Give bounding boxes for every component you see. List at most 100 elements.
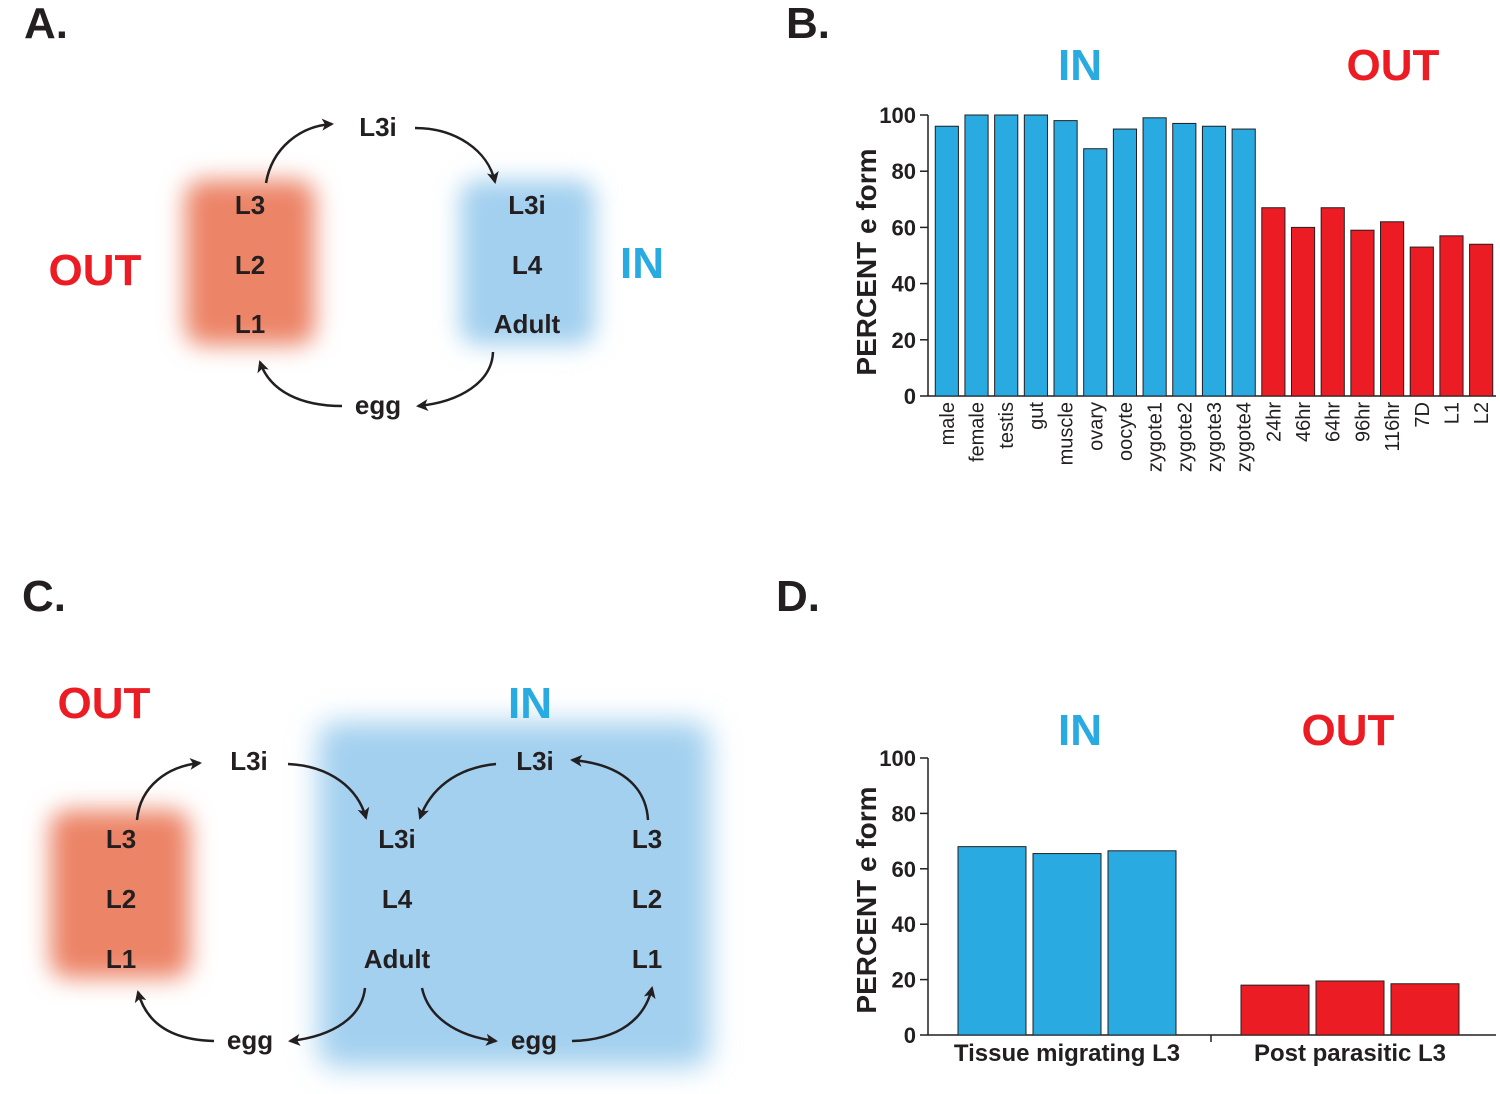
c-out-stage-l1: L1 <box>106 944 136 974</box>
chart-b-category-label: zygote4 <box>1234 402 1256 472</box>
c-arrow-l3-right-to-l3i <box>570 754 650 821</box>
chart-d-ylabel: PERCENT e form <box>851 786 882 1013</box>
chart-d-ytick-label: 80 <box>892 801 916 826</box>
chart-b-in-label: IN <box>1058 41 1102 90</box>
c-out-stage-l3: L3 <box>106 824 136 854</box>
in-stage-l4: L4 <box>512 250 543 280</box>
c-in-stage-l4: L4 <box>382 884 413 914</box>
panel-a-diagram: OUT IN L3i egg L3 L2 L1 L3i L4 Adult <box>49 112 664 420</box>
in-stage-l3i: L3i <box>508 190 546 220</box>
out-label-c: OUT <box>58 679 151 728</box>
c-arrow-adult-to-egg-right <box>420 987 498 1046</box>
chart-b-bar <box>1261 207 1286 397</box>
chart-b-category-label: 96hr <box>1352 402 1374 442</box>
arrow-l3-to-l3i <box>264 118 334 184</box>
in-stage-adult: Adult <box>494 309 561 339</box>
chart-b-category-label: male <box>937 402 959 445</box>
chart-b-category-label: 7D <box>1412 402 1434 428</box>
chart-d-bar <box>957 846 1027 1036</box>
chart-b-bar <box>994 114 1019 397</box>
chart-b-category-label: zygote2 <box>1174 402 1196 472</box>
chart-b-ylabel: PERCENT e form <box>851 148 882 375</box>
chart-b-bar <box>964 114 989 397</box>
l3i-top-right: L3i <box>516 746 554 776</box>
chart-d-category-label: Post parasitic L3 <box>1254 1040 1446 1067</box>
chart-b-category-label: ovary <box>1085 402 1107 451</box>
panel-c-diagram: OUT IN L3i L3i L3 L2 L1 L3i L4 Adult L3 … <box>50 679 710 1067</box>
chart-b-ytick-label: 80 <box>892 159 916 184</box>
chart-b-bar <box>1439 235 1464 397</box>
out-stage-l2: L2 <box>235 250 265 280</box>
chart-d-bar <box>1315 980 1385 1036</box>
out-stage-l1: L1 <box>235 309 265 339</box>
chart-d-bar <box>1240 984 1310 1036</box>
l3i-top-label: L3i <box>359 112 397 142</box>
chart-b-bar <box>1290 226 1316 397</box>
chart-b-bar <box>1350 229 1375 397</box>
chart-b-category-label: muscle <box>1056 402 1078 465</box>
chart-b-category-label: oocyte <box>1115 402 1137 461</box>
chart-b-ytick-label: 0 <box>904 384 916 409</box>
panel-b-chart: IN OUT PERCENT e form 0 20 40 60 80 100 male fe… <box>851 41 1496 472</box>
chart-b-ytick-label: 40 <box>892 272 916 297</box>
panel-letter-d: D. <box>776 572 820 621</box>
chart-b-bar <box>934 125 959 397</box>
chart-b-category-label: L1 <box>1441 402 1463 424</box>
c-right-stage-l1: L1 <box>632 944 662 974</box>
chart-d-category-label: Tissue migrating L3 <box>954 1040 1180 1067</box>
l3i-top-left: L3i <box>230 746 268 776</box>
chart-b-bar <box>1023 114 1048 397</box>
chart-b-bar <box>1112 128 1138 397</box>
out-glow-box <box>185 180 315 345</box>
chart-d-ytick-label: 60 <box>892 857 916 882</box>
c-arrow-egg-left-to-l1 <box>134 990 215 1043</box>
chart-b-category-label: gut <box>1026 402 1048 430</box>
c-arrow-l3i-to-host <box>287 762 370 820</box>
chart-b-bar <box>1172 122 1197 397</box>
chart-d-ytick-label: 0 <box>904 1023 916 1048</box>
egg-label: egg <box>355 390 401 420</box>
chart-b-bar <box>1380 221 1405 397</box>
chart-b-bar <box>1083 148 1108 397</box>
chart-b-category-label: zygote1 <box>1145 402 1167 472</box>
chart-d-in-label: IN <box>1058 706 1102 755</box>
in-label-c: IN <box>508 679 552 728</box>
in-glow-box <box>460 180 595 345</box>
chart-d-ytick-label: 40 <box>892 912 916 937</box>
chart-b-category-label: L2 <box>1471 402 1493 424</box>
in-glow-box-large <box>318 722 710 1067</box>
panel-d-chart: IN OUT PERCENT e form 0 20 40 60 80 100 Tissue… <box>851 706 1496 1067</box>
chart-b-category-label: 64hr <box>1323 402 1345 442</box>
in-label: IN <box>620 239 664 288</box>
egg-left: egg <box>227 1025 273 1055</box>
c-arrow-egg-right-to-l1 <box>571 986 656 1043</box>
chart-b-category-label: 116hr <box>1382 402 1404 452</box>
chart-b-bar <box>1053 120 1078 397</box>
chart-b-ytick-label: 60 <box>892 215 916 240</box>
c-right-stage-l2: L2 <box>632 884 662 914</box>
chart-d-out-label: OUT <box>1302 706 1395 755</box>
chart-d-bar <box>1032 853 1102 1036</box>
c-in-stage-l3i: L3i <box>378 824 416 854</box>
chart-d-bar <box>1390 983 1460 1036</box>
chart-d-ytick-label: 100 <box>879 746 916 771</box>
chart-b-bar <box>1231 128 1256 397</box>
chart-d-bar <box>1107 850 1177 1036</box>
egg-right: egg <box>511 1025 557 1055</box>
out-glow-box-c <box>50 810 190 978</box>
c-arrow-l3-to-l3i <box>135 757 202 821</box>
chart-b-category-label: 24hr <box>1263 402 1285 442</box>
c-in-stage-adult: Adult <box>364 944 431 974</box>
panel-letter-b: B. <box>786 0 830 48</box>
c-right-stage-l3: L3 <box>632 824 662 854</box>
panel-letter-a: A. <box>24 0 68 48</box>
panel-letter-c: C. <box>22 572 66 621</box>
arrow-adult-to-egg <box>416 351 495 412</box>
out-label: OUT <box>49 246 142 295</box>
arrow-egg-to-l1 <box>257 360 343 408</box>
chart-b-ytick-label: 100 <box>879 103 916 128</box>
chart-b-out-label: OUT <box>1347 41 1440 90</box>
chart-b-category-label: 46hr <box>1293 402 1315 442</box>
chart-b-bar <box>1409 246 1434 397</box>
